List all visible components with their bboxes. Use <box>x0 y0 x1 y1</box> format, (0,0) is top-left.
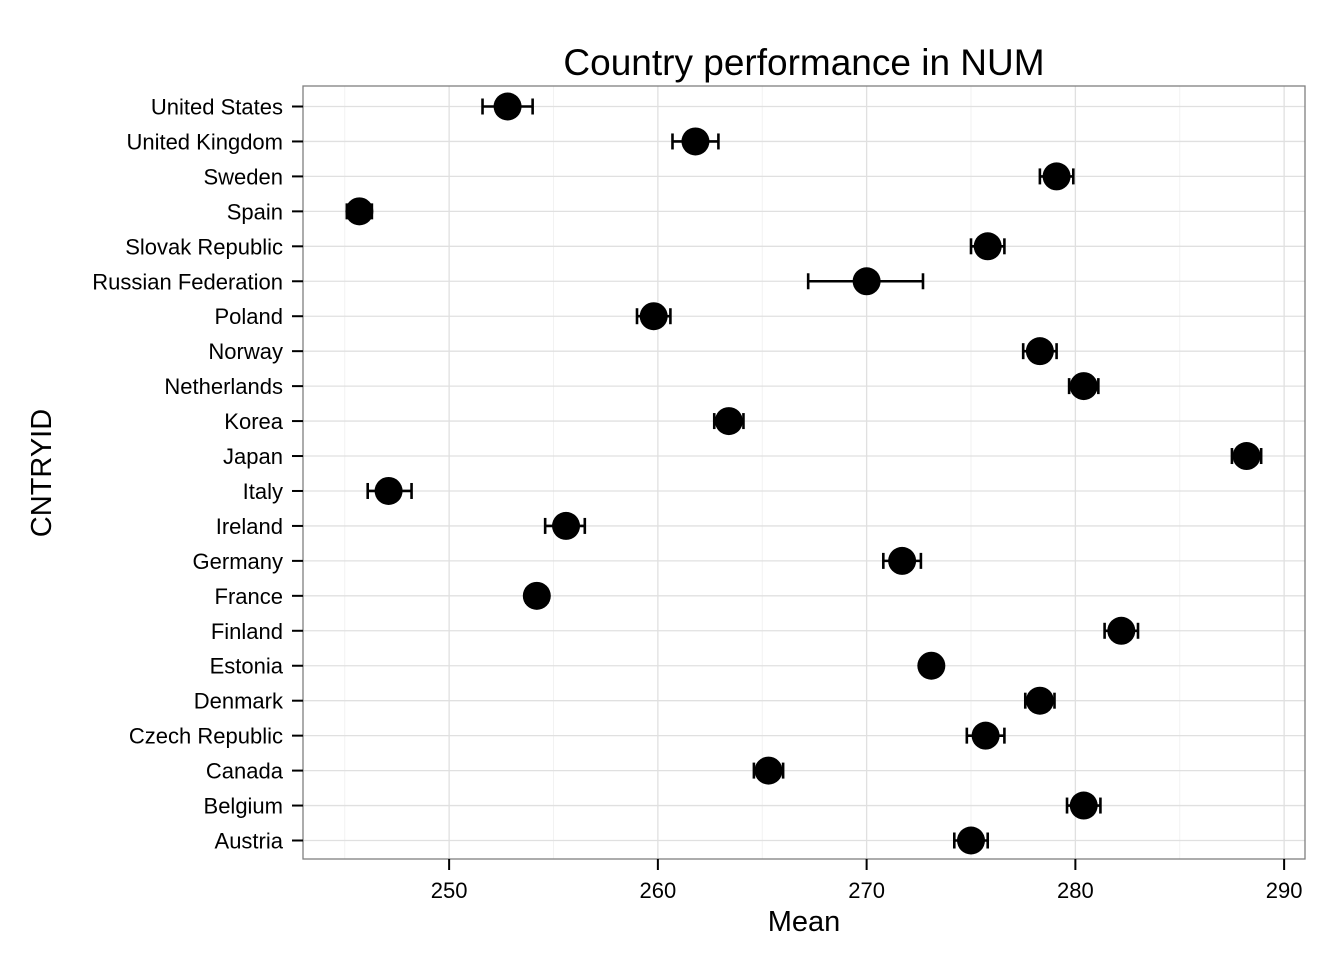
data-point <box>852 267 881 296</box>
data-point <box>917 651 946 680</box>
data-point <box>493 92 522 121</box>
y-tick-label: Sweden <box>203 164 283 189</box>
y-tick-label: Norway <box>208 339 283 364</box>
x-tick-label: 250 <box>431 878 468 903</box>
plot-border <box>302 85 1306 860</box>
y-tick-label: Estonia <box>210 654 284 679</box>
data-point <box>957 826 985 855</box>
x-tick-label: 280 <box>1057 878 1094 903</box>
y-tick-label: United States <box>151 95 283 120</box>
data-marks <box>345 92 1263 855</box>
plot-background <box>303 86 1305 859</box>
y-tick-label: United Kingdom <box>126 129 283 154</box>
x-tick-label: 290 <box>1266 878 1303 903</box>
data-point <box>1069 791 1098 820</box>
data-point <box>973 232 1002 261</box>
data-point <box>1107 616 1136 645</box>
y-tick-label: Slovak Republic <box>125 234 283 259</box>
y-tick-label: Belgium <box>204 794 283 819</box>
data-point <box>1042 162 1071 191</box>
data-point <box>639 302 668 331</box>
data-point <box>1025 337 1054 366</box>
y-tick-label: Spain <box>227 199 283 224</box>
data-point <box>1025 686 1054 715</box>
data-point <box>522 581 551 610</box>
y-tick-label: Austria <box>215 829 284 854</box>
y-tick-label: Denmark <box>194 689 284 714</box>
data-point <box>971 721 1000 750</box>
y-axis-title: CNTRYID <box>26 409 58 537</box>
x-tick-label: 260 <box>640 878 677 903</box>
y-tick-label: Netherlands <box>164 374 283 399</box>
data-point <box>1069 372 1098 401</box>
data-point <box>374 476 403 505</box>
y-tick-label: Italy <box>243 479 283 504</box>
data-point <box>681 127 710 156</box>
data-point <box>552 511 581 540</box>
y-tick-label: Finland <box>211 619 283 644</box>
y-tick-label: Japan <box>223 444 283 469</box>
y-tick-label: Germany <box>193 549 283 574</box>
y-tick-label: Ireland <box>216 514 283 539</box>
y-tick-label: Czech Republic <box>129 724 283 749</box>
x-tick-label: 270 <box>848 878 885 903</box>
data-point <box>1232 442 1261 471</box>
y-tick-label: France <box>215 584 283 609</box>
y-tick-label: Canada <box>206 759 284 784</box>
y-tick-label: Poland <box>214 304 283 329</box>
y-tick-label: Korea <box>224 409 283 434</box>
data-point <box>888 546 917 575</box>
x-axis-title: Mean <box>768 906 841 938</box>
data-point <box>345 197 374 226</box>
chart-title: Country performance in NUM <box>563 42 1044 83</box>
data-point <box>754 756 783 785</box>
data-point <box>714 407 743 436</box>
y-tick-label: Russian Federation <box>92 269 283 294</box>
grid <box>303 86 1305 859</box>
axes: United States United Kingdom Sweden Spain Sl… <box>92 95 1302 904</box>
